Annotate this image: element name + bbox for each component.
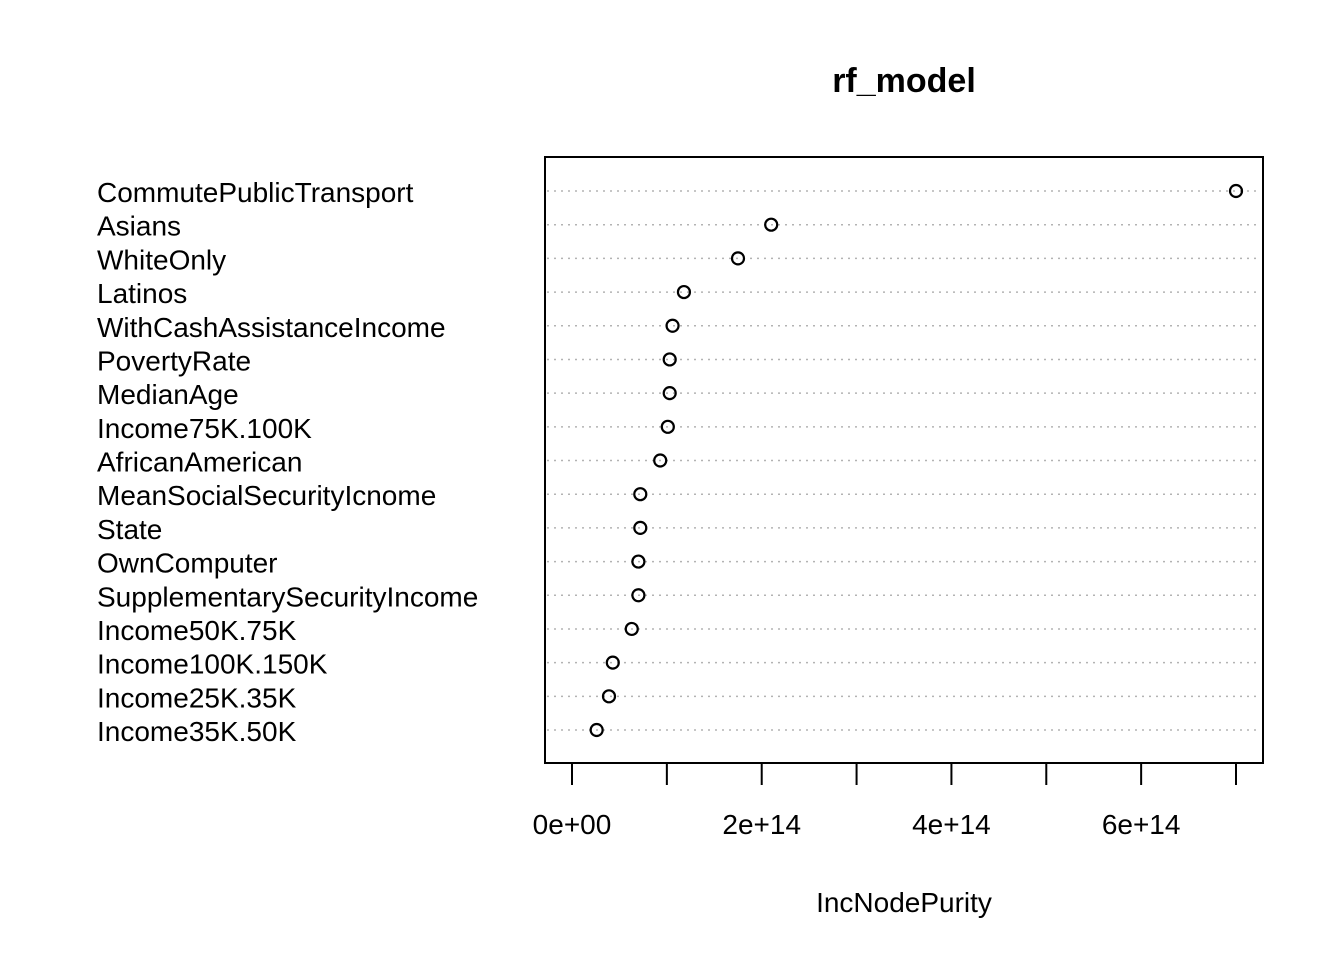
- x-tick-label: 4e+14: [912, 809, 991, 840]
- category-label-whiteonly: WhiteOnly: [97, 244, 226, 275]
- guide-lines: [547, 190, 1261, 731]
- data-point-income50k-75k: [624, 621, 639, 637]
- category-label-income35k-50k: Income35K.50K: [97, 716, 297, 747]
- data-points: [589, 183, 1244, 738]
- data-point-latinos: [676, 284, 692, 300]
- data-point-africanamerican: [653, 453, 668, 468]
- data-point-whiteonly: [730, 251, 746, 266]
- category-label-supplementarysecurityincome: SupplementarySecurityIncome: [97, 581, 478, 612]
- x-axis: 0e+00 2e+14 4e+14 6e+14: [533, 763, 1237, 840]
- category-label-asians: Asians: [97, 211, 181, 242]
- data-point-income25k-35k: [601, 689, 617, 704]
- data-point-income75k-100k: [660, 419, 675, 434]
- x-tick-label: 2e+14: [722, 809, 801, 840]
- data-point-owncomputer: [631, 554, 646, 569]
- data-point-asians: [764, 217, 779, 232]
- data-point-income35k-50k: [589, 722, 604, 738]
- category-label-income25k-35k: Income25K.35K: [97, 682, 297, 713]
- category-label-meansocialsecurityicnome: MeanSocialSecurityIcnome: [97, 480, 436, 511]
- category-label-income100k-150k: Income100K.150K: [97, 649, 328, 680]
- plot-frame: [544, 156, 1264, 764]
- data-point-state: [633, 520, 648, 535]
- data-point-medianage: [662, 386, 677, 401]
- category-label-owncomputer: OwnComputer: [97, 548, 278, 579]
- data-point-withcashassistanceincome: [665, 318, 680, 333]
- category-label-commutepublictransport: CommutePublicTransport: [97, 177, 414, 208]
- category-label-state: State: [97, 514, 162, 545]
- data-point-income100k-150k: [605, 655, 620, 670]
- x-tick-label: 0e+00: [533, 809, 612, 840]
- category-label-povertyrate: PovertyRate: [97, 345, 251, 376]
- data-point-supplementarysecurityincome: [631, 588, 646, 603]
- x-tick-label: 6e+14: [1102, 809, 1181, 840]
- category-label-income50k-75k: Income50K.75K: [97, 615, 297, 646]
- category-label-withcashassistanceincome: WithCashAssistanceIncome: [97, 312, 446, 343]
- x-axis-label: IncNodePurity: [816, 887, 992, 918]
- category-label-africanamerican: AfricanAmerican: [97, 447, 302, 478]
- category-label-latinos: Latinos: [97, 278, 187, 309]
- category-label-income75k-100k: Income75K.100K: [97, 413, 312, 444]
- category-labels: CommutePublicTransportAsiansWhiteOnlyLat…: [97, 177, 478, 747]
- data-point-meansocialsecurityicnome: [633, 487, 648, 502]
- data-point-povertyrate: [662, 352, 677, 367]
- chart-title: rf_model: [832, 62, 976, 100]
- data-point-commutepublictransport: [1228, 183, 1244, 199]
- category-label-medianage: MedianAge: [97, 379, 239, 410]
